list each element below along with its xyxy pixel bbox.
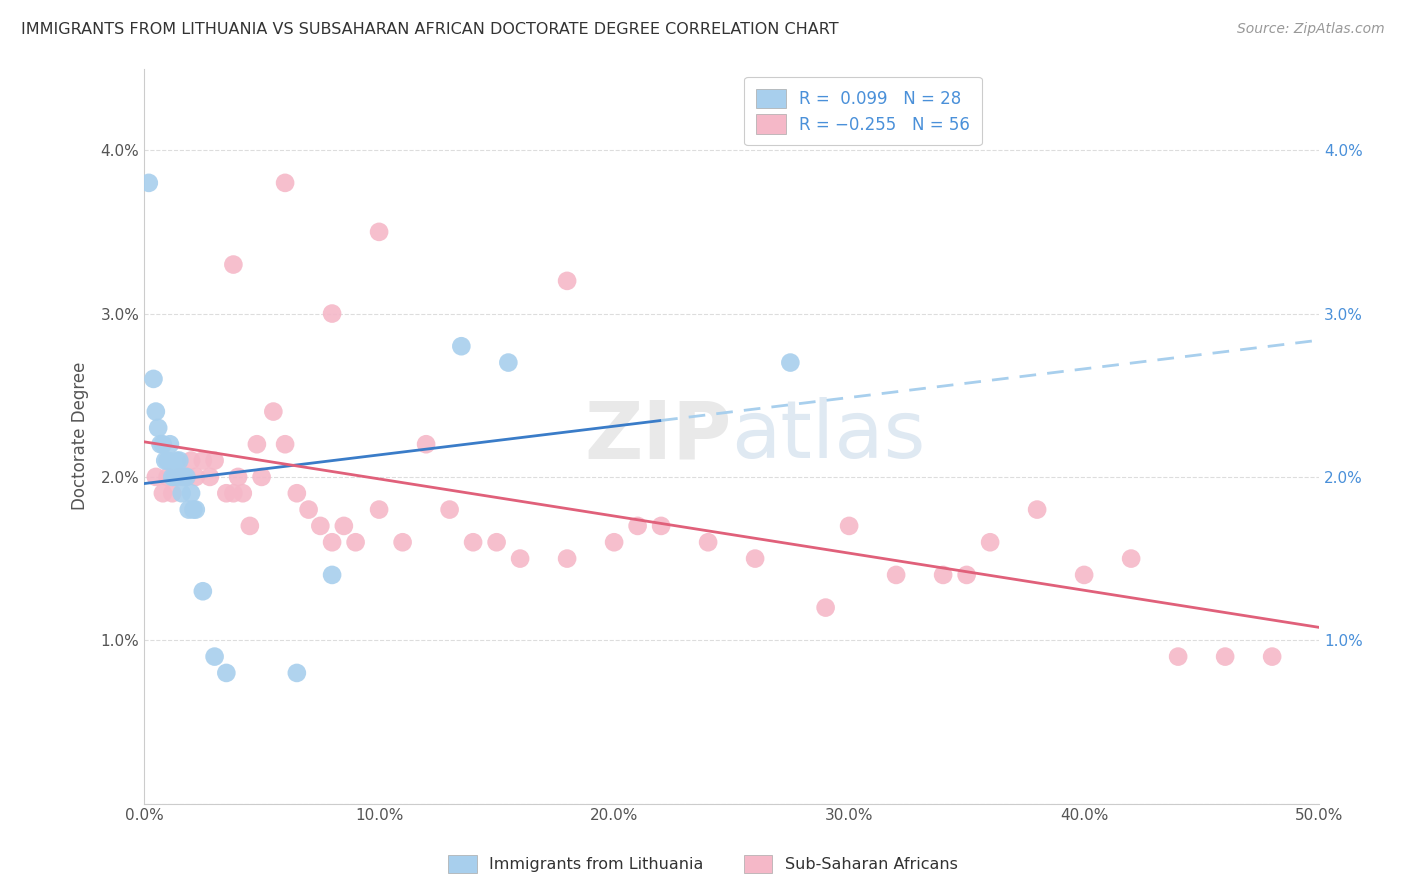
Point xyxy=(1167,649,1189,664)
Point xyxy=(180,453,202,467)
Legend: R =  0.099   N = 28, R = −0.255   N = 56: R = 0.099 N = 28, R = −0.255 N = 56 xyxy=(744,77,981,145)
Point xyxy=(184,502,207,516)
Point xyxy=(239,519,262,533)
Point xyxy=(222,258,245,272)
Point xyxy=(1073,568,1095,582)
Point xyxy=(498,355,520,369)
Point xyxy=(155,453,177,467)
Point xyxy=(626,519,648,533)
Point xyxy=(222,486,245,500)
Point xyxy=(162,470,184,484)
Point xyxy=(191,453,214,467)
Point xyxy=(1026,502,1049,516)
Point xyxy=(138,176,160,190)
Point xyxy=(163,470,186,484)
Point xyxy=(180,486,202,500)
Point xyxy=(439,502,461,516)
Point xyxy=(215,665,238,680)
Point xyxy=(956,568,979,582)
Point xyxy=(145,470,167,484)
Point xyxy=(183,502,205,516)
Point xyxy=(176,470,198,484)
Point xyxy=(162,486,184,500)
Point xyxy=(297,502,319,516)
Legend: Immigrants from Lithuania, Sub-Saharan Africans: Immigrants from Lithuania, Sub-Saharan A… xyxy=(441,848,965,880)
Point xyxy=(884,568,907,582)
Point xyxy=(148,421,170,435)
Point xyxy=(697,535,720,549)
Point xyxy=(173,470,195,484)
Point xyxy=(1213,649,1236,664)
Point xyxy=(309,519,332,533)
Point xyxy=(838,519,860,533)
Point xyxy=(177,502,200,516)
Point xyxy=(156,453,179,467)
Point xyxy=(198,470,221,484)
Point xyxy=(321,307,343,321)
Point xyxy=(169,453,191,467)
Point xyxy=(149,437,172,451)
Point xyxy=(246,437,269,451)
Point xyxy=(152,437,174,451)
Text: IMMIGRANTS FROM LITHUANIA VS SUBSAHARAN AFRICAN DOCTORATE DEGREE CORRELATION CHA: IMMIGRANTS FROM LITHUANIA VS SUBSAHARAN … xyxy=(21,22,839,37)
Point xyxy=(250,470,273,484)
Point xyxy=(170,486,193,500)
Point xyxy=(461,535,484,549)
Point xyxy=(485,535,508,549)
Point xyxy=(226,470,249,484)
Point xyxy=(176,470,198,484)
Point xyxy=(368,502,391,516)
Point xyxy=(344,535,367,549)
Point xyxy=(142,372,165,386)
Point xyxy=(555,274,578,288)
Point xyxy=(152,486,174,500)
Point xyxy=(603,535,626,549)
Point xyxy=(215,486,238,500)
Point xyxy=(1121,551,1143,566)
Text: atlas: atlas xyxy=(731,397,927,475)
Point xyxy=(166,453,188,467)
Point xyxy=(1261,649,1284,664)
Point xyxy=(274,176,297,190)
Point xyxy=(450,339,472,353)
Point xyxy=(979,535,1001,549)
Point xyxy=(204,649,226,664)
Point xyxy=(321,568,343,582)
Point xyxy=(650,519,672,533)
Point xyxy=(744,551,766,566)
Point xyxy=(509,551,531,566)
Point xyxy=(333,519,356,533)
Point xyxy=(321,535,343,549)
Point xyxy=(391,535,413,549)
Point xyxy=(814,600,837,615)
Point xyxy=(191,584,214,599)
Point xyxy=(932,568,955,582)
Point xyxy=(285,486,308,500)
Point xyxy=(204,453,226,467)
Text: Source: ZipAtlas.com: Source: ZipAtlas.com xyxy=(1237,22,1385,37)
Point xyxy=(145,404,167,418)
Point xyxy=(232,486,254,500)
Point xyxy=(169,470,191,484)
Point xyxy=(368,225,391,239)
Y-axis label: Doctorate Degree: Doctorate Degree xyxy=(72,362,89,510)
Point xyxy=(415,437,437,451)
Point xyxy=(159,437,181,451)
Point xyxy=(184,470,207,484)
Point xyxy=(156,470,179,484)
Point xyxy=(285,665,308,680)
Point xyxy=(274,437,297,451)
Text: ZIP: ZIP xyxy=(585,397,731,475)
Point xyxy=(262,404,284,418)
Point xyxy=(779,355,801,369)
Point xyxy=(555,551,578,566)
